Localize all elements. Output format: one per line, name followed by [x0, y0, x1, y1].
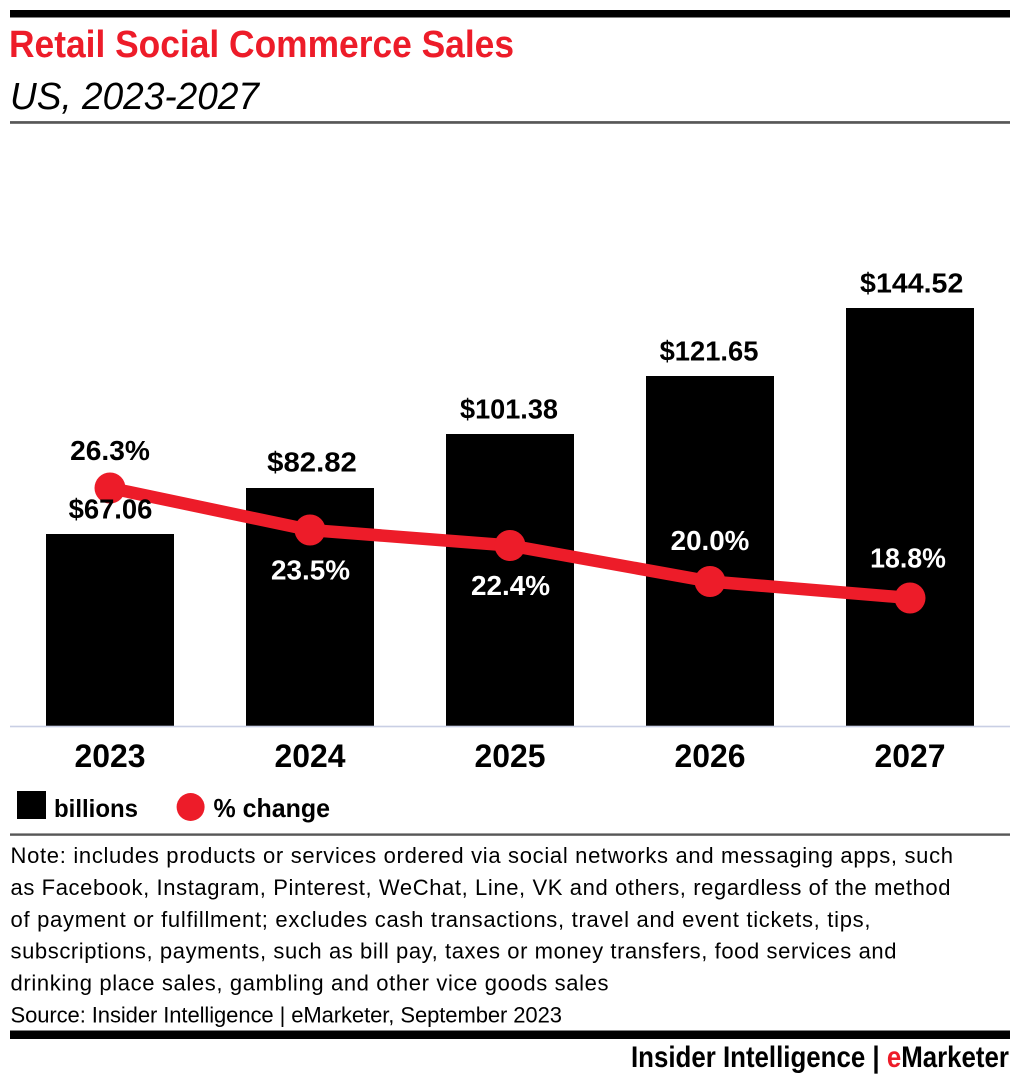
- svg-text:26.3%: 26.3%: [70, 435, 150, 466]
- svg-text:billions: billions: [54, 795, 138, 823]
- svg-text:22.4%: 22.4%: [471, 570, 550, 601]
- svg-text:$144.52: $144.52: [860, 268, 963, 299]
- svg-text:2027: 2027: [875, 738, 946, 774]
- svg-text:18.8%: 18.8%: [870, 543, 946, 574]
- svg-text:2024: 2024: [275, 738, 346, 774]
- svg-text:2025: 2025: [475, 738, 546, 774]
- svg-text:$121.65: $121.65: [660, 336, 759, 367]
- svg-text:23.5%: 23.5%: [271, 554, 350, 585]
- svg-text:$101.38: $101.38: [460, 394, 558, 425]
- svg-text:$67.06: $67.06: [69, 493, 153, 524]
- svg-text:subscriptions, payments, such: subscriptions, payments, such as bill pa…: [11, 939, 897, 964]
- svg-text:% change: % change: [214, 793, 331, 823]
- svg-text:Insider Intelligence | eMarket: Insider Intelligence | eMarketer: [631, 1041, 1009, 1074]
- svg-text:Source: Insider Intelligence |: Source: Insider Intelligence | eMarketer…: [11, 1003, 563, 1028]
- svg-text:2026: 2026: [675, 738, 746, 774]
- svg-text:as Facebook, Instagram, Pinter: as Facebook, Instagram, Pinterest, WeCha…: [11, 875, 951, 900]
- svg-text:2023: 2023: [75, 738, 146, 774]
- svg-text:of payment or fulfillment; exc: of payment or fulfillment; excludes cash…: [11, 907, 871, 932]
- svg-text:Retail Social Commerce Sales: Retail Social Commerce Sales: [9, 24, 514, 66]
- svg-text:20.0%: 20.0%: [671, 525, 750, 556]
- svg-text:US, 2023-2027: US, 2023-2027: [10, 76, 261, 118]
- svg-text:drinking place sales, gambling: drinking place sales, gambling and other…: [11, 971, 609, 996]
- svg-text:$82.82: $82.82: [267, 447, 357, 478]
- svg-text:Note: includes products or ser: Note: includes products or services orde…: [11, 843, 954, 868]
